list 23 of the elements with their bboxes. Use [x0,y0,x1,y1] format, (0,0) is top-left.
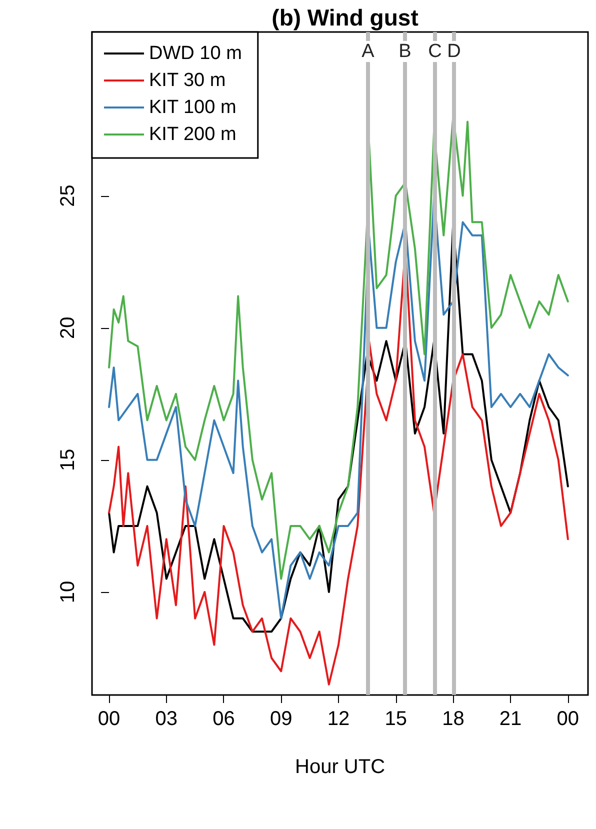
x-tick-label: 21 [499,708,522,730]
legend-label: DWD 10 m [149,43,242,64]
x-tick-label: 03 [155,708,178,730]
x-axis-title: Hour UTC [294,756,386,778]
legend-label: KIT 30 m [149,70,226,91]
x-tick-label: 06 [212,708,235,730]
x-tick-label: 00 [556,708,580,730]
ref-line-label: A [362,41,375,62]
x-tick-label: 12 [327,708,350,730]
y-tick-label: 15 [57,448,79,472]
x-tick-label: 15 [384,708,407,730]
x-tick-label: 00 [98,708,120,730]
legend-label: KIT 200 m [149,124,236,145]
x-tick-label: 09 [270,708,292,730]
legend-label: KIT 100 m [149,97,236,118]
ref-line-label: D [447,41,461,62]
y-tick-label: 10 [57,580,79,604]
ref-line-label: B [398,41,412,62]
chart-title: (b) Wind gust [272,4,419,30]
ref-line-label: C [428,41,442,62]
x-tick-label: 18 [442,708,464,730]
y-tick-label: 25 [57,184,79,207]
y-tick-label: 20 [57,316,79,339]
